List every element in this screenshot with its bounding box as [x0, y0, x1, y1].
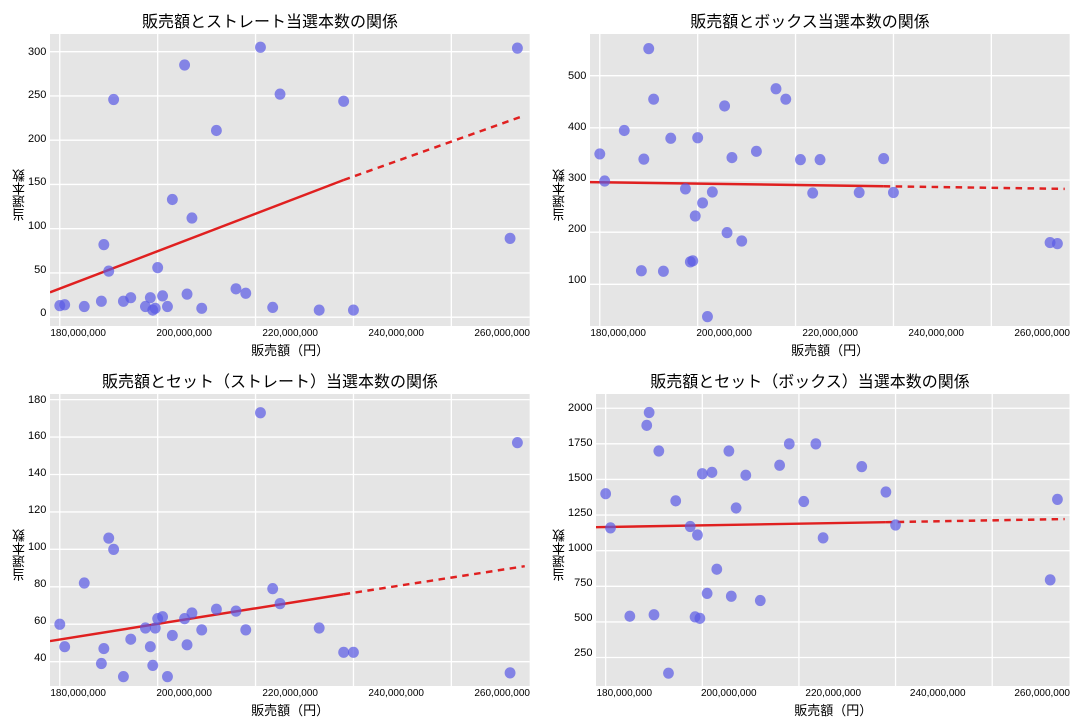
chart-title: 販売額とセット（ストレート）当選本数の関係	[10, 368, 530, 392]
panel-top-left: 販売額とストレート当選本数の関係 当選本数 300250200150100500…	[0, 0, 540, 360]
scatter-plot	[50, 394, 530, 686]
y-ticks: 500400300200100	[568, 34, 590, 356]
x-axis-label: 販売額（円）	[50, 340, 530, 356]
y-axis-label: 当選本数	[550, 34, 568, 356]
y-axis-label: 当選本数	[10, 394, 28, 716]
y-axis-label: 当選本数	[550, 394, 568, 716]
plot-area: 当選本数 20001750150012501000750500250 180,0…	[550, 394, 1070, 716]
plot-area: 当選本数 300250200150100500 180,000,000200,0…	[10, 34, 530, 356]
x-ticks: 180,000,000200,000,000220,000,000240,000…	[596, 686, 1070, 700]
chart-title: 販売額とセット（ボックス）当選本数の関係	[550, 368, 1070, 392]
y-axis-label: 当選本数	[10, 34, 28, 356]
chart-grid: 販売額とストレート当選本数の関係 当選本数 300250200150100500…	[0, 0, 1080, 720]
chart-title: 販売額とボックス当選本数の関係	[550, 8, 1070, 32]
panel-bottom-right: 販売額とセット（ボックス）当選本数の関係 当選本数 20001750150012…	[540, 360, 1080, 720]
y-ticks: 300250200150100500	[28, 34, 50, 356]
x-ticks: 180,000,000200,000,000220,000,000240,000…	[590, 326, 1070, 340]
plot-area: 当選本数 180160140120100806040 180,000,00020…	[10, 394, 530, 716]
y-ticks: 20001750150012501000750500250	[568, 394, 596, 716]
x-ticks: 180,000,000200,000,000220,000,000240,000…	[50, 686, 530, 700]
scatter-plot	[596, 394, 1070, 686]
panel-top-right: 販売額とボックス当選本数の関係 当選本数 500400300200100 180…	[540, 0, 1080, 360]
plot-area: 当選本数 500400300200100 180,000,000200,000,…	[550, 34, 1070, 356]
x-axis-label: 販売額（円）	[596, 700, 1070, 716]
chart-title: 販売額とストレート当選本数の関係	[10, 8, 530, 32]
x-axis-label: 販売額（円）	[590, 340, 1070, 356]
scatter-plot	[50, 34, 530, 326]
y-ticks: 180160140120100806040	[28, 394, 50, 716]
panel-bottom-left: 販売額とセット（ストレート）当選本数の関係 当選本数 1801601401201…	[0, 360, 540, 720]
x-axis-label: 販売額（円）	[50, 700, 530, 716]
x-ticks: 180,000,000200,000,000220,000,000240,000…	[50, 326, 530, 340]
scatter-plot	[590, 34, 1070, 326]
